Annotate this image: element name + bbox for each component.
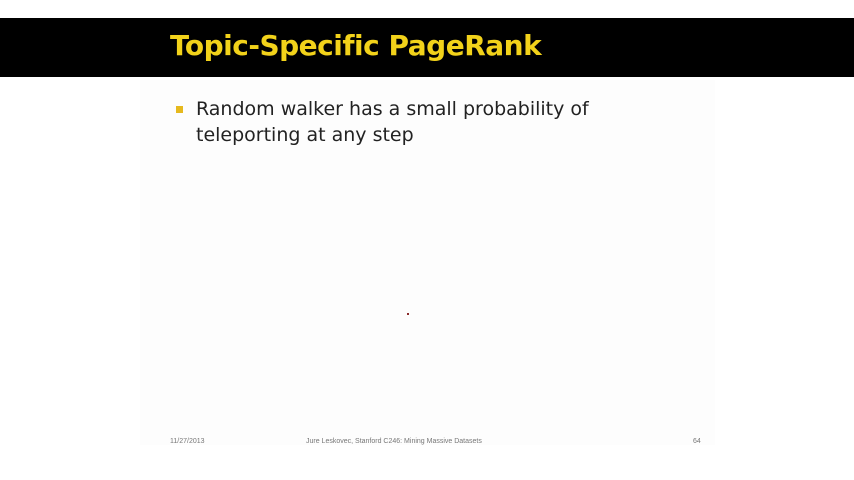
title-bar: Topic-Specific PageRank (0, 18, 854, 77)
bullet-text: Random walker has a small probability of… (196, 98, 589, 146)
square-bullet-icon (176, 106, 183, 113)
pointer-dot (407, 313, 409, 315)
footer-credit: Jure Leskovec, Stanford C246: Mining Mas… (306, 438, 482, 445)
footer-date: 11/27/2013 (170, 438, 205, 445)
footer-page-number: 64 (693, 438, 701, 445)
slide-title: Topic-Specific PageRank (170, 29, 542, 62)
slide-content-area (140, 80, 715, 445)
